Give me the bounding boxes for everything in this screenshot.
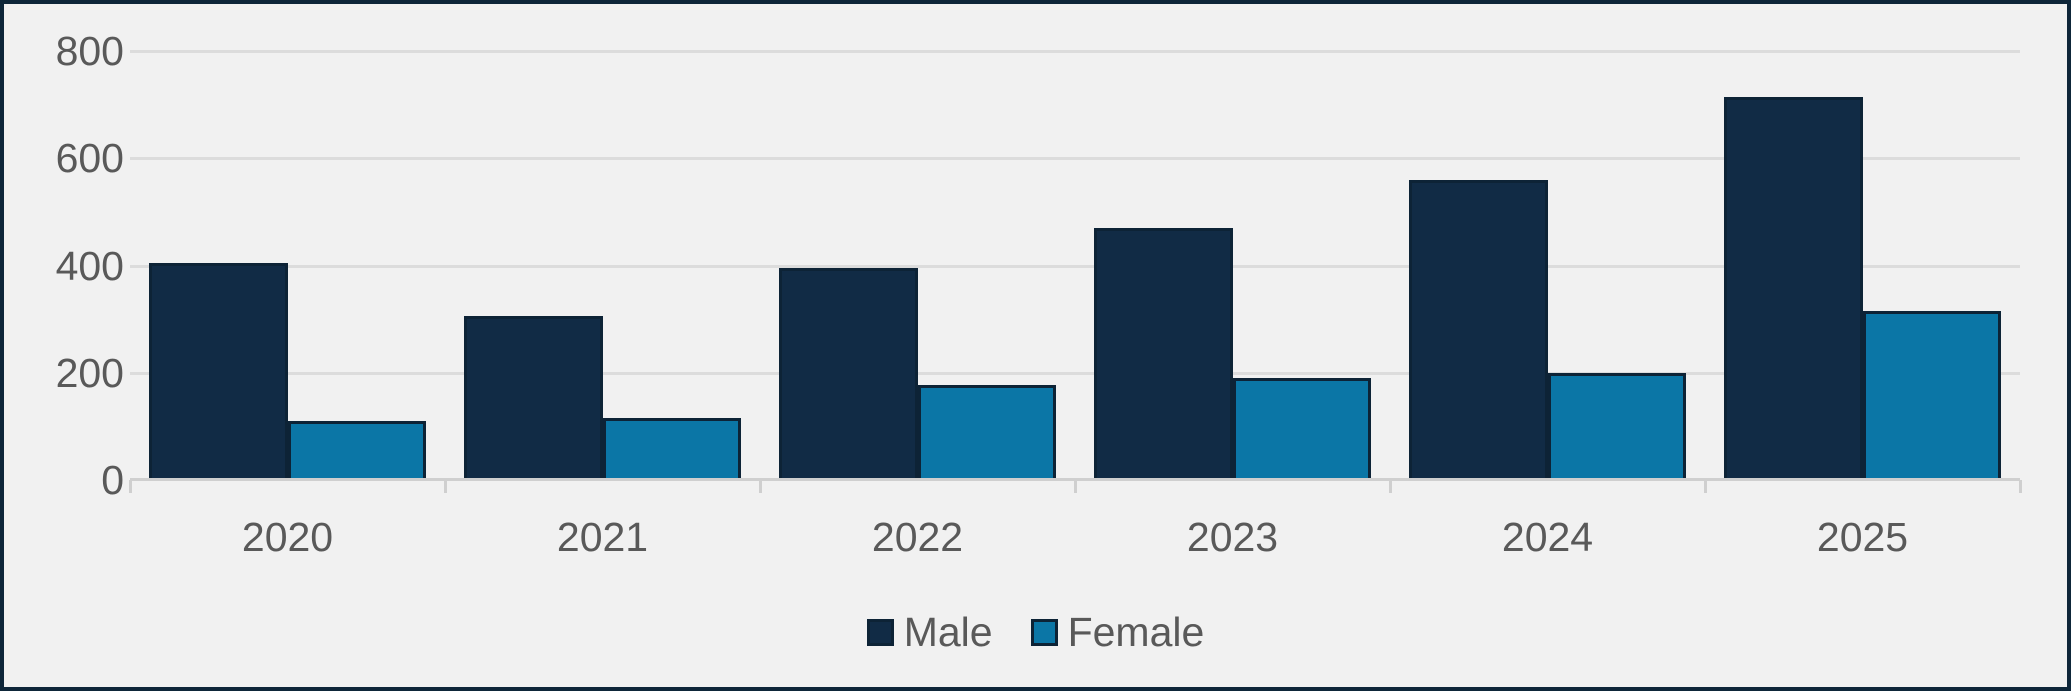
bar-female-2020 — [287, 421, 427, 480]
x-axis-category-label-2023: 2023 — [1186, 514, 1279, 560]
x-axis-category-label-2022: 2022 — [871, 514, 964, 560]
legend-label-female: Female — [1067, 609, 1205, 655]
gridline-400 — [130, 264, 2020, 268]
x-axis-tick — [128, 480, 132, 493]
bar-female-2021 — [602, 418, 742, 480]
x-axis-category-label-2025: 2025 — [1816, 514, 1909, 560]
bar-male-2020 — [148, 262, 288, 480]
x-axis-tick — [443, 480, 447, 493]
x-axis-tick — [1073, 480, 1077, 493]
bar-group-2025 — [1705, 4, 2020, 480]
x-axis-category-label-2021: 2021 — [556, 514, 649, 560]
gridline-200 — [130, 371, 2020, 375]
legend-item-female: Female — [1030, 608, 1205, 656]
y-axis-tick-label-600: 600 — [55, 135, 124, 182]
x-axis-tick — [2018, 480, 2022, 493]
y-axis-tick-label-200: 200 — [55, 349, 124, 396]
bar-male-2024 — [1408, 179, 1548, 480]
y-axis-tick-label-400: 400 — [55, 242, 124, 289]
legend: Male Female — [4, 608, 2067, 656]
legend-label-male: Male — [903, 609, 993, 655]
x-axis-line — [130, 478, 2020, 481]
y-axis-tick-label-800: 800 — [55, 28, 124, 74]
legend-swatch-female — [1030, 618, 1058, 646]
bar-female-2022 — [917, 384, 1057, 480]
gridline-800 — [130, 50, 2020, 53]
x-axis-tick — [1703, 480, 1707, 493]
bar-group-2021 — [445, 4, 760, 480]
x-axis-tick — [1388, 480, 1392, 493]
bar-male-2021 — [463, 316, 603, 480]
bar-male-2023 — [1093, 227, 1233, 480]
legend-swatch-male — [866, 618, 894, 646]
y-axis-tick-label-0: 0 — [101, 457, 124, 503]
bar-female-2024 — [1547, 372, 1687, 480]
x-axis-tick — [758, 480, 762, 493]
bar-male-2022 — [778, 268, 918, 480]
bar-group-2024 — [1390, 4, 1705, 480]
bar-group-2020 — [130, 4, 445, 480]
bar-male-2025 — [1723, 96, 1863, 480]
bar-female-2025 — [1862, 311, 2002, 480]
bar-group-2022 — [760, 4, 1075, 480]
gridline-600 — [130, 157, 2020, 161]
x-axis-category-label-2020: 2020 — [241, 514, 334, 560]
legend-item-male: Male — [866, 608, 993, 656]
plot-area: 0 200 400 600 800 2020 2021 2022 2023 2024 2025 — [56, 4, 2022, 687]
x-axis-category-label-2024: 2024 — [1501, 514, 1594, 560]
bar-female-2023 — [1232, 378, 1372, 480]
bar-group-2023 — [1075, 4, 1390, 480]
